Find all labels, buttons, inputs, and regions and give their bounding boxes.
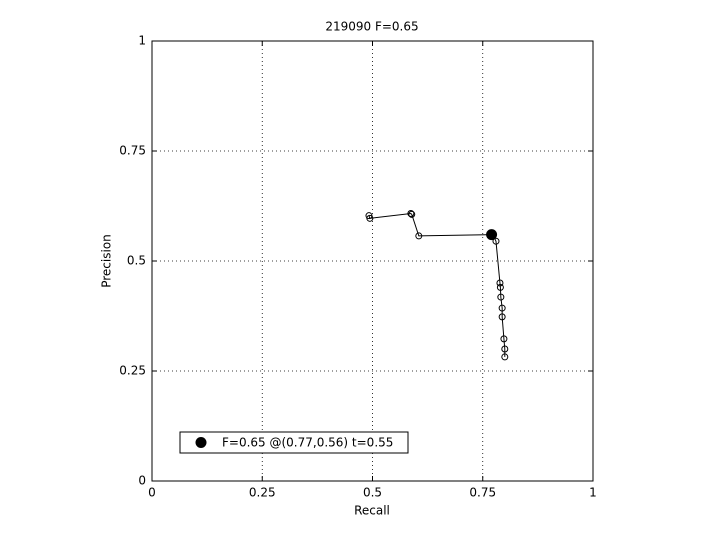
point-marker xyxy=(407,209,415,217)
x-tick-label: 0.25 xyxy=(249,486,276,500)
point-marker xyxy=(492,237,500,245)
point-marker xyxy=(501,345,509,353)
x-tick-label: 0.5 xyxy=(363,486,382,500)
y-axis-label: Precision xyxy=(100,234,114,288)
point-marker xyxy=(366,214,374,222)
y-tick-label: 1 xyxy=(138,34,146,48)
x-axis-label: Recall xyxy=(354,504,390,518)
point-marker xyxy=(496,279,504,287)
x-tick-label: 1 xyxy=(589,486,597,500)
point-marker xyxy=(408,210,416,218)
axes-box xyxy=(151,40,594,482)
point-marker xyxy=(496,283,504,291)
x-tick-label: 0 xyxy=(148,486,156,500)
point-marker xyxy=(500,335,508,343)
point-marker xyxy=(498,304,506,312)
point-marker xyxy=(497,293,505,301)
y-tick-label: 0 xyxy=(138,474,146,488)
y-tick-label: 0.5 xyxy=(127,254,146,268)
point-marker xyxy=(501,353,509,361)
legend-box xyxy=(179,431,409,454)
x-tick-label: 0.75 xyxy=(469,486,496,500)
point-marker xyxy=(498,313,506,321)
pr-curve xyxy=(368,212,506,357)
legend-label: F=0.65 @(0.77,0.56) t=0.55 xyxy=(222,436,393,450)
point-marker xyxy=(415,232,423,240)
legend-marker xyxy=(195,437,207,448)
chart-title: 219090 F=0.65 xyxy=(325,20,418,34)
y-tick-label: 0.75 xyxy=(119,144,146,158)
y-tick-label: 0.25 xyxy=(119,364,146,378)
best-point xyxy=(486,229,498,241)
